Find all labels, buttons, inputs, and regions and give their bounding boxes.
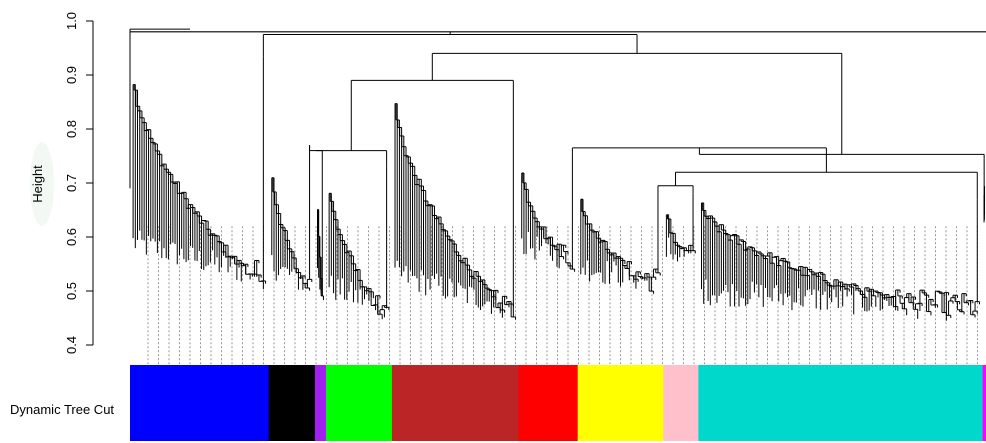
dendrogram-tree [129,28,986,321]
y-tick-label: 0.9 [64,66,79,84]
color-row-label: Dynamic Tree Cut [10,402,114,417]
module-color-purple [314,365,327,441]
module-color-red [518,365,579,441]
module-color-bar [130,365,986,441]
y-tick-label: 1.0 [64,12,79,30]
module-color-pink [663,365,699,441]
module-color-black [268,365,316,441]
y-tick-label: 0.6 [64,228,79,246]
ylabel-halo [30,142,54,226]
module-color-magenta [982,365,986,441]
y-tick-label: 0.8 [64,120,79,138]
y-tick-label: 0.5 [64,282,79,300]
y-tick-label: 0.7 [64,174,79,192]
module-color-turquoise [698,365,984,441]
module-color-blue [130,365,270,441]
y-axis-ticks: 0.4 0.5 0.6 0.7 0.8 0.9 1.0 [64,12,93,354]
y-axis-title: Height [30,165,45,203]
leaf-guides [147,226,978,365]
y-tick-label: 0.4 [64,336,79,354]
module-color-yellow [577,365,664,441]
module-color-green [326,365,393,441]
module-color-brown [391,365,520,441]
